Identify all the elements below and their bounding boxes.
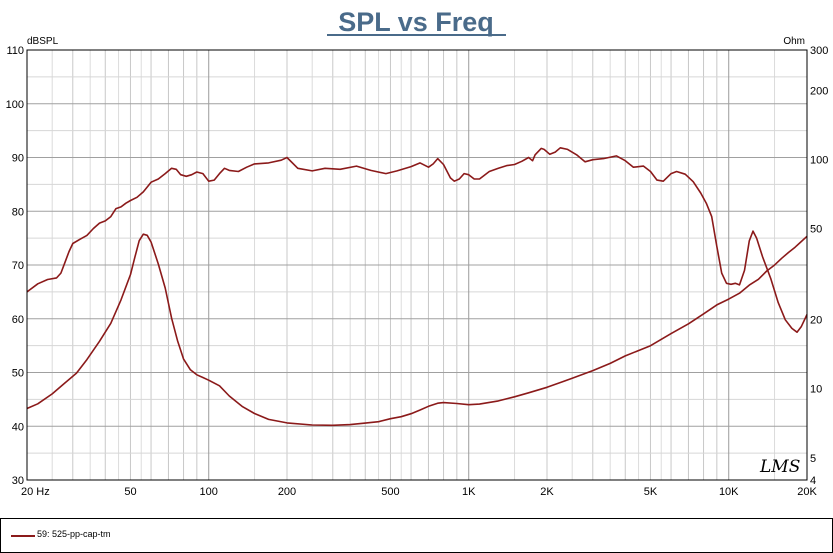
major-grid [27, 49, 807, 481]
x-tick-label: 200 [278, 486, 296, 498]
plot-frame [26, 49, 808, 481]
y-left-tick-label: 110 [6, 45, 24, 57]
y-right-tick-label: 50 [810, 223, 822, 235]
legend: 59: 525-pp-cap-tm [0, 518, 833, 553]
y-right-ticks: 4 5 10 20 50 100 200 300 [810, 45, 828, 487]
legend-swatch [11, 535, 35, 537]
y-left-tick-label: 100 [6, 99, 24, 111]
x-axis-ticks: 20 Hz 50 100 200 500 1K 2K 5K 10K 20K [21, 486, 817, 498]
y-left-tick-label: 50 [12, 368, 24, 380]
y-left-ticks: 30 40 50 60 70 80 90 100 110 [6, 45, 24, 487]
y-right-tick-label: 4 [810, 475, 816, 487]
lms-logo: LMS [759, 457, 800, 477]
lms-logo-text: LMS [759, 457, 800, 477]
y-right-tick-label: 300 [810, 45, 828, 57]
spl-chart: SPL vs Freq dBSPL Ohm 20 Hz 50 100 200 500 1K… [6, 7, 829, 498]
y-left-tick-label: 90 [12, 153, 24, 165]
y-right-unit: Ohm [783, 36, 805, 47]
y-left-tick-label: 80 [12, 206, 24, 218]
y-left-tick-label: 40 [12, 421, 24, 433]
y-left-unit: dBSPL [27, 36, 59, 47]
y-right-tick-label: 20 [810, 315, 822, 327]
x-tick-label: 20 Hz [21, 486, 50, 498]
y-left-tick-label: 60 [12, 314, 24, 326]
x-tick-label: 500 [381, 486, 399, 498]
spl-curve [26, 147, 808, 333]
y-left-tick-label: 70 [12, 260, 24, 272]
y-right-tick-label: 200 [810, 85, 828, 97]
x-tick-label: 100 [200, 486, 218, 498]
x-tick-label: 2K [540, 486, 554, 498]
y-right-tick-label: 100 [810, 154, 828, 166]
series-layer [26, 147, 808, 427]
x-tick-label: 20K [797, 486, 817, 498]
impedance-curve [26, 233, 808, 427]
chart-title: SPL vs Freq [338, 7, 494, 37]
y-left-tick-label: 30 [12, 475, 24, 487]
x-tick-label: 5K [644, 486, 658, 498]
legend-label: 59: 525-pp-cap-tm [37, 529, 111, 539]
x-tick-label: 1K [462, 486, 476, 498]
x-tick-label: 50 [124, 486, 136, 498]
y-right-tick-label: 5 [810, 453, 816, 465]
x-tick-label: 10K [719, 486, 739, 498]
y-right-tick-label: 10 [810, 384, 822, 396]
